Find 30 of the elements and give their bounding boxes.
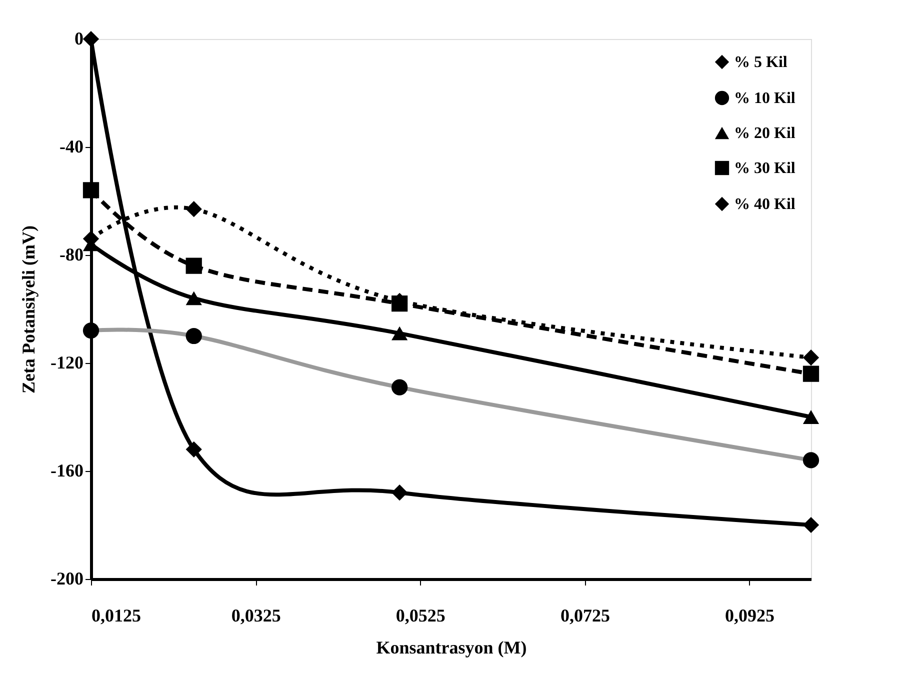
y-tick-label: -200 — [50, 568, 84, 588]
x-tick-label: 0,0325 — [231, 606, 281, 626]
legend-label: % 40 Kil — [734, 196, 796, 213]
legend-label: % 20 Kil — [734, 125, 796, 142]
point — [82, 182, 100, 198]
y-tick-label: -160 — [50, 460, 84, 480]
y-tick-label: -80 — [60, 244, 84, 264]
y-tick-label: 0 — [74, 28, 84, 48]
legend-label: % 10 Kil — [734, 90, 796, 107]
point — [82, 30, 100, 48]
point — [802, 366, 820, 382]
point — [186, 291, 202, 306]
point — [186, 441, 202, 458]
x-tick-label: 0,0525 — [396, 606, 446, 626]
point — [802, 410, 820, 424]
point — [802, 350, 820, 366]
y-tick-label: -40 — [60, 136, 84, 156]
legend-label: % 30 Kil — [734, 160, 796, 177]
x-tick-label: 0,0925 — [725, 606, 775, 626]
point — [392, 326, 408, 340]
x-tick-label: 0,0125 — [92, 606, 141, 626]
y-axis-title: Zeta Potansiyeli (mV) — [18, 226, 39, 394]
point — [802, 516, 820, 534]
y-tick-label: -120 — [50, 352, 84, 372]
point — [186, 258, 202, 274]
legend-label: % 5 Kil — [734, 54, 788, 71]
x-tick-label: 0,0725 — [560, 606, 610, 626]
x-axis-title: Konsantrasyon (M) — [376, 638, 527, 658]
point — [392, 484, 408, 501]
point — [186, 201, 202, 218]
